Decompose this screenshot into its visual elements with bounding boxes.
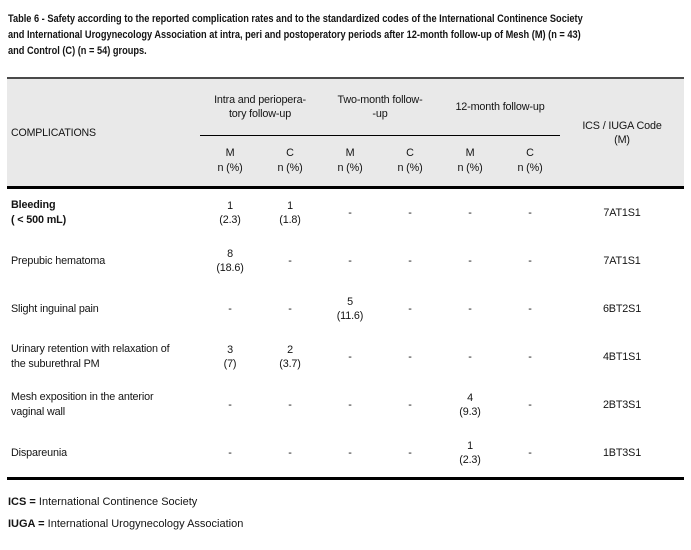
caption-spacer	[7, 59, 684, 77]
column-group-twelve-month: 12-month follow-up	[440, 77, 560, 136]
value-cell: -	[348, 207, 352, 219]
value-cell: -	[468, 303, 472, 315]
value-cell: -	[408, 255, 412, 267]
value-cell: -	[320, 429, 380, 480]
value-cell: 1 (2.3)	[440, 429, 500, 480]
ics-iuga-code: 7AT1S1	[603, 255, 641, 267]
table-caption: Table 6 - Safety according to the report…	[8, 13, 583, 57]
table-row-slight-inguinal-pain: Slight inguinal pain - - 5 (11.6) - - - …	[7, 285, 684, 333]
value-cell: -	[528, 399, 532, 411]
subheader-m1: M n (%)	[200, 135, 260, 189]
complication-name: Dispareunia	[7, 429, 200, 480]
column-header-complications: COMPLICATIONS	[7, 77, 200, 189]
table-row-mesh-exposition: Mesh exposition in the anterior vaginal …	[7, 381, 684, 429]
value-cell: -	[348, 399, 352, 411]
subheader-c2: C n (%)	[380, 135, 440, 189]
complication-name: Slight inguinal pain	[11, 302, 99, 315]
complication-name: Urinary retention with relaxation of the…	[11, 343, 170, 370]
value-cell: -	[260, 429, 320, 480]
safety-complications-table: COMPLICATIONS Intra and periopera- tory …	[7, 77, 684, 480]
value-cell: -	[348, 255, 352, 267]
value-cell: 5 (11.6)	[336, 296, 364, 322]
value-cell: -	[380, 429, 440, 480]
value-cell: -	[500, 429, 560, 480]
subheader-c1: C n (%)	[260, 135, 320, 189]
subheader-m2: M n (%)	[320, 135, 380, 189]
value-cell: 2 (3.7)	[279, 344, 301, 370]
table-row-prepubic-hematoma: Prepubic hematoma 8 (18.6) - - - - - 7AT…	[7, 237, 684, 285]
header-group-row: COMPLICATIONS Intra and periopera- tory …	[7, 77, 684, 189]
header-sub-row: M n (%) C n (%) M n (%) C n (%) M n (%) …	[7, 135, 684, 189]
value-cell: -	[288, 303, 292, 315]
subheader-c3: C n (%)	[500, 135, 560, 189]
footnote-text: International Continence Society	[38, 496, 198, 508]
value-cell: -	[228, 303, 232, 315]
table-body: Bleeding ( < 500 mL) 1 (2.3) 1 (1.8) - -…	[7, 188, 684, 480]
ics-iuga-code: 7AT1S1	[603, 207, 641, 219]
value-cell: -	[200, 429, 260, 480]
column-header-ics-iuga-code: ICS / IUGA Code (M)	[560, 77, 684, 189]
value-cell: -	[348, 351, 352, 363]
footnote-text: International Urogynecology Association	[47, 518, 244, 530]
footnote-ics: ICS = International Continence Society	[8, 491, 684, 513]
table-row-urinary-retention: Urinary retention with relaxation of the…	[7, 333, 684, 381]
value-cell: -	[528, 207, 532, 219]
column-group-intra-perioperatory: Intra and periopera- tory follow-up	[200, 77, 320, 136]
value-cell: -	[528, 303, 532, 315]
footnotes: ICS = International Continence Society I…	[8, 491, 684, 535]
footnote-iuga: IUGA = International Urogynecology Assoc…	[8, 513, 684, 535]
ics-iuga-code: 1BT3S1	[560, 429, 684, 480]
value-cell: -	[408, 207, 412, 219]
value-cell: 4 (9.3)	[459, 392, 481, 418]
value-cell: -	[228, 399, 232, 411]
table-row-dispareunia: Dispareunia - - - - 1 (2.3) - 1BT3S1	[7, 429, 684, 480]
footnote-abbr: IUGA =	[8, 518, 45, 530]
value-cell: 1 (2.3)	[219, 200, 241, 226]
value-cell: -	[408, 303, 412, 315]
value-cell: -	[408, 399, 412, 411]
value-cell: -	[408, 351, 412, 363]
subheader-m3: M n (%)	[440, 135, 500, 189]
value-cell: -	[468, 255, 472, 267]
table-row-bleeding: Bleeding ( < 500 mL) 1 (2.3) 1 (1.8) - -…	[7, 188, 684, 238]
value-cell: -	[288, 255, 292, 267]
value-cell: 8 (18.6)	[216, 248, 244, 274]
value-cell: -	[528, 351, 532, 363]
complication-name: Bleeding ( < 500 mL)	[11, 199, 67, 226]
value-cell: 3 (7)	[223, 344, 237, 370]
ics-iuga-code: 2BT3S1	[602, 399, 642, 411]
column-group-two-month: Two-month follow- -up	[320, 77, 440, 136]
value-cell: -	[468, 207, 472, 219]
value-cell: -	[468, 351, 472, 363]
complication-name: Mesh exposition in the anterior vaginal …	[11, 391, 154, 418]
value-cell: 1 (1.8)	[279, 200, 301, 226]
table-header: COMPLICATIONS Intra and periopera- tory …	[7, 77, 684, 189]
value-cell: -	[288, 399, 292, 411]
ics-iuga-code: 6BT2S1	[602, 303, 642, 315]
ics-iuga-code: 4BT1S1	[602, 351, 642, 363]
complication-name: Prepubic hematoma	[11, 254, 106, 267]
value-cell: -	[528, 255, 532, 267]
footnote-abbr: ICS =	[8, 496, 36, 508]
